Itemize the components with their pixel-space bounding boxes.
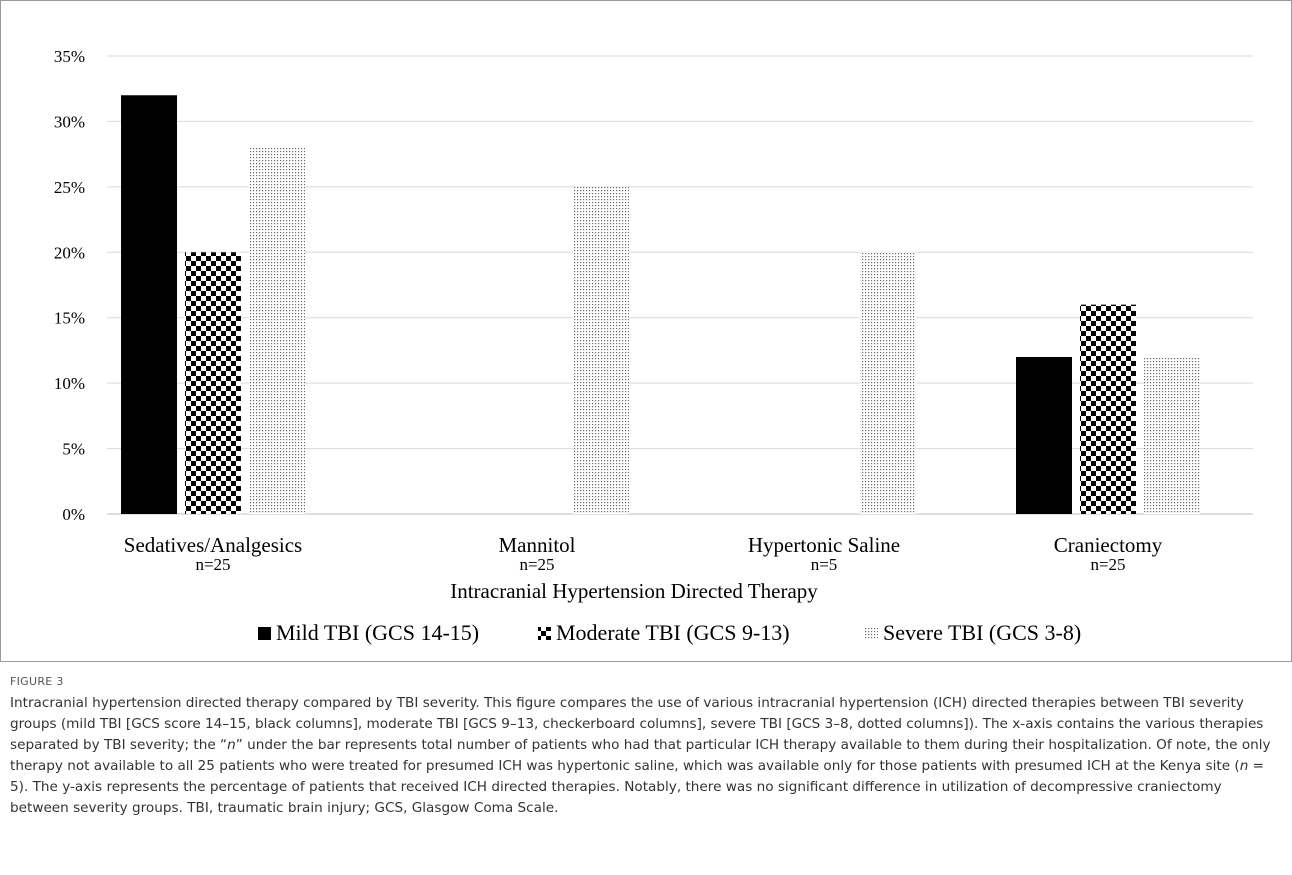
bar xyxy=(860,252,916,515)
x-category-n-label: n=25 xyxy=(519,555,554,574)
y-tick-label: 15% xyxy=(54,309,85,328)
x-category-n-label: n=5 xyxy=(811,555,838,574)
x-category-label: Craniectomy xyxy=(1054,533,1163,557)
y-tick-label: 25% xyxy=(54,178,85,197)
bar xyxy=(185,252,241,515)
figure-label: FIGURE 3 xyxy=(10,675,64,688)
legend-label: Moderate TBI (GCS 9-13) xyxy=(556,620,790,645)
figure-caption: Intracranial hypertension directed thera… xyxy=(10,693,1280,819)
y-tick-label: 30% xyxy=(54,112,85,131)
bar xyxy=(249,147,305,514)
x-category-n-label: n=25 xyxy=(195,555,230,574)
legend-swatch xyxy=(538,627,551,640)
y-tick-label: 10% xyxy=(54,374,85,393)
bar xyxy=(121,95,177,514)
y-tick-label: 0% xyxy=(62,505,85,524)
caption-italic-n-2: n xyxy=(1239,758,1249,774)
y-tick-label: 35% xyxy=(54,47,85,66)
bar xyxy=(1016,356,1072,514)
legend-swatch xyxy=(258,627,271,640)
bar xyxy=(1144,356,1200,514)
bar xyxy=(573,186,629,514)
caption-italic-n-1: n xyxy=(227,737,236,753)
caption-text-3: = 5). The y-axis represents the percenta… xyxy=(10,758,1265,816)
legend-label: Severe TBI (GCS 3-8) xyxy=(883,620,1081,645)
x-category-label: Hypertonic Saline xyxy=(748,533,900,557)
x-category-n-label: n=25 xyxy=(1090,555,1125,574)
caption-text-2: ” under the bar represents total number … xyxy=(10,737,1271,774)
x-axis-title: Intracranial Hypertension Directed Thera… xyxy=(450,579,818,603)
caption-text-1: Intracranial hypertension directed thera… xyxy=(10,695,1264,753)
y-tick-label: 5% xyxy=(62,440,85,459)
legend-label: Mild TBI (GCS 14-15) xyxy=(276,620,479,645)
bar xyxy=(1080,304,1136,514)
x-category-label: Sedatives/Analgesics xyxy=(124,533,302,557)
x-category-label: Mannitol xyxy=(499,533,576,557)
chart-frame: 0% 5% 10% 15% 20% 25% 30% 35% Sedatives/Analgesi… xyxy=(0,0,1292,662)
y-tick-label: 20% xyxy=(54,243,85,262)
bar-chart: 0% 5% 10% 15% 20% 25% 30% 35% Sedatives/Analgesi… xyxy=(54,47,1253,645)
legend-swatch xyxy=(865,627,878,640)
